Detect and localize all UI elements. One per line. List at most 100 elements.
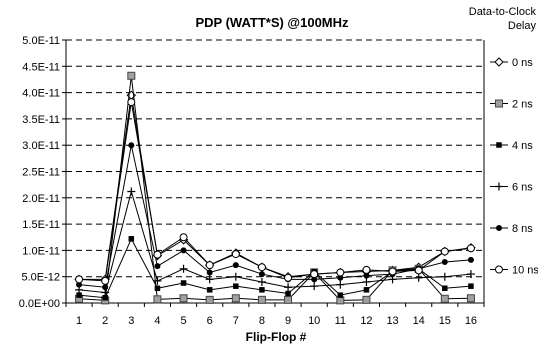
legend-label: 6 ns (512, 182, 533, 194)
legend-entry: 6 ns (490, 182, 533, 194)
legend-label: 8 ns (512, 223, 533, 235)
legend-entry: 8 ns (490, 223, 533, 235)
chart-title: PDP (WATT*S) @100MHz (195, 15, 349, 30)
data-point (440, 272, 449, 281)
data-point (284, 283, 293, 292)
data-point (102, 284, 109, 291)
data-point (153, 250, 162, 259)
data-point (205, 261, 214, 270)
data-point (257, 263, 266, 272)
y-tick-label: 5.0E-12 (21, 272, 60, 284)
data-point (284, 273, 293, 282)
y-tick-label: 5.0E-11 (22, 35, 60, 47)
legend-title-line2: Delay (508, 20, 537, 32)
legend-marker (495, 182, 503, 191)
x-tick-label: 3 (128, 315, 134, 327)
y-tick-label: 1.0E-11 (22, 245, 60, 257)
series-group (74, 71, 476, 305)
series-line (79, 189, 471, 294)
data-point (179, 294, 188, 303)
data-point (466, 244, 475, 253)
x-tick-label: 5 (181, 315, 187, 327)
data-point (127, 71, 136, 80)
data-point (310, 282, 319, 291)
data-point (362, 295, 371, 304)
y-tick-label: 3.0E-11 (22, 140, 60, 152)
data-point (180, 247, 187, 254)
series-10-ns (75, 98, 475, 285)
data-point (414, 273, 423, 282)
legend-title-line1: Data-to-Clock (469, 6, 537, 18)
data-point (363, 287, 370, 293)
data-point (466, 294, 475, 303)
data-point (205, 275, 214, 284)
x-tick-label: 15 (439, 315, 451, 327)
legend: Data-to-Clock Delay 0 ns 2 ns 4 ns 6 ns 8 ns… (469, 6, 538, 277)
data-point (284, 295, 293, 304)
data-point (362, 277, 371, 286)
x-tick-label: 9 (285, 315, 291, 327)
x-tick-label: 14 (413, 315, 425, 327)
x-tick-label: 2 (102, 315, 108, 327)
legend-entry: 4 ns (490, 140, 533, 152)
legend-entry: 0 ns (490, 57, 533, 69)
data-point (310, 270, 319, 279)
y-tick-label: 4.0E-11 (22, 88, 60, 100)
data-point (205, 295, 214, 304)
series-line (79, 75, 471, 301)
data-point (468, 283, 474, 289)
data-point (440, 294, 449, 303)
series-line (79, 145, 471, 288)
data-point (206, 287, 213, 293)
data-point (231, 294, 240, 303)
data-point (337, 292, 344, 298)
legend-label: 4 ns (512, 140, 533, 152)
data-point (233, 283, 239, 289)
y-tick-label: 3.5E-11 (22, 114, 60, 126)
data-point (180, 280, 187, 286)
series-line (79, 101, 471, 282)
data-point (154, 263, 161, 270)
legend-label: 2 ns (512, 99, 533, 111)
data-point (231, 250, 240, 259)
y-tick-label: 4.5E-11 (22, 61, 60, 73)
x-tick-label: 7 (233, 315, 239, 327)
data-point (363, 272, 370, 279)
x-tick-label: 1 (76, 315, 82, 327)
data-point (336, 280, 345, 289)
x-axis-ticks: 1 2 3 4 5 6 7 8 9 10 11 12 13 14 15 16 (65, 303, 485, 327)
data-point (467, 256, 474, 263)
x-tick-label: 8 (259, 315, 265, 327)
legend-marker (494, 57, 504, 67)
y-tick-label: 1.5E-11 (22, 219, 60, 231)
x-axis-label: Flip-Flop # (246, 330, 307, 344)
data-point (362, 265, 371, 274)
data-point (441, 258, 448, 265)
data-point (257, 277, 266, 286)
x-tick-label: 4 (154, 315, 160, 327)
x-tick-label: 10 (308, 315, 320, 327)
data-point (206, 269, 213, 276)
data-point (388, 267, 397, 276)
legend-label: 10 ns (512, 265, 538, 277)
data-point (336, 296, 345, 305)
series-line (79, 237, 471, 299)
data-point (127, 187, 136, 196)
legend-marker (496, 225, 502, 231)
x-tick-label: 16 (465, 315, 477, 327)
x-tick-label: 11 (335, 315, 346, 327)
data-point (285, 290, 291, 297)
data-point (231, 272, 240, 281)
data-point (128, 142, 135, 149)
series-6-ns (75, 187, 475, 297)
data-point (259, 287, 265, 293)
x-tick-label: 6 (207, 315, 213, 327)
data-point (154, 285, 161, 292)
data-point (466, 270, 475, 279)
data-point (232, 262, 239, 269)
y-tick-label: 2.0E-11 (22, 193, 60, 205)
data-point (179, 264, 188, 273)
legend-label: 0 ns (512, 57, 533, 69)
data-point (440, 247, 449, 256)
y-tick-label: 0.0E+00 (19, 298, 60, 310)
